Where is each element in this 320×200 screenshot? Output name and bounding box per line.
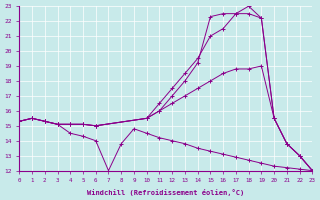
X-axis label: Windchill (Refroidissement éolien,°C): Windchill (Refroidissement éolien,°C)	[87, 189, 244, 196]
